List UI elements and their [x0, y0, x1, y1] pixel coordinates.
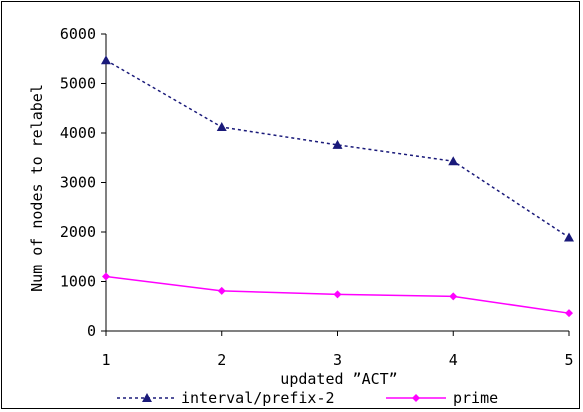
- data-point-prime: [565, 309, 573, 318]
- x-tick-label: 5: [564, 351, 573, 369]
- data-point-interval-prefix-2: [564, 232, 574, 242]
- y-tick-label: 4000: [60, 124, 96, 142]
- legend-item-prime: prime: [386, 389, 498, 407]
- data-point-interval-prefix-2: [101, 55, 111, 65]
- data-point-prime: [449, 292, 458, 301]
- x-tick-label: 4: [449, 351, 458, 369]
- legend-label-interval-prefix-2: interval/prefix-2: [181, 389, 335, 407]
- legend-marker-diamond-icon: [412, 394, 420, 402]
- x-axis-label: updated ”ACT”: [280, 370, 397, 388]
- data-point-prime: [217, 286, 226, 295]
- data-point-interval-prefix-2: [448, 156, 459, 166]
- y-tick-label: 2000: [60, 223, 96, 241]
- x-tick-label: 1: [101, 351, 110, 369]
- data-point-prime: [102, 272, 110, 281]
- y-tick-label: 3000: [60, 174, 96, 192]
- x-tick-label: 2: [217, 351, 226, 369]
- legend-label-prime: prime: [453, 389, 498, 407]
- x-axis: 1 2 3 4 5: [101, 330, 574, 369]
- series-layer: [101, 55, 574, 318]
- y-axis-label: Num of nodes to relabel: [28, 84, 46, 292]
- data-point-prime: [333, 290, 342, 299]
- y-tick-label: 6000: [60, 25, 96, 43]
- y-axis: 0 1000 2000 3000 4000 5000 6000: [60, 25, 107, 340]
- y-tick-label: 5000: [60, 75, 96, 93]
- y-tick-label: 0: [87, 322, 96, 340]
- data-point-interval-prefix-2: [216, 122, 227, 132]
- y-tick-label: 1000: [60, 273, 96, 291]
- data-point-interval-prefix-2: [332, 139, 343, 149]
- legend-marker-triangle-icon: [142, 393, 152, 402]
- x-tick-label: 3: [333, 351, 342, 369]
- legend-item-interval-prefix-2: interval/prefix-2: [117, 389, 335, 407]
- legend: interval/prefix-2 prime: [117, 389, 498, 407]
